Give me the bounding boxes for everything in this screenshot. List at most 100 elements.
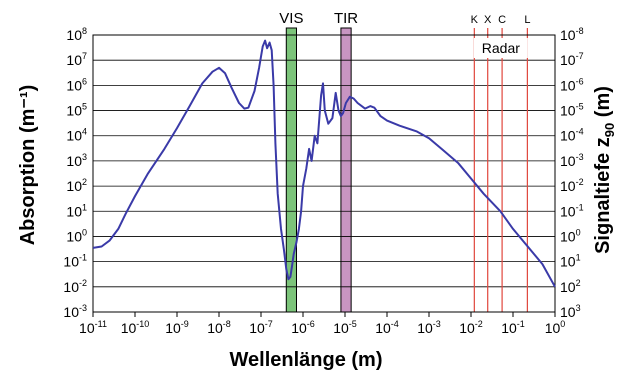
y-left-tick-label-base: 10 <box>66 77 82 93</box>
x-tick-label: 10-5 <box>333 319 357 336</box>
y-right-tick-label: 10-1 <box>560 202 584 219</box>
x-tick-label: 10-6 <box>291 319 315 336</box>
y-left-tick-label-exponent: 7 <box>82 51 87 61</box>
y-right-tick-label-base: 10 <box>560 128 576 144</box>
y-left-tick-label-base: 10 <box>66 128 82 144</box>
y-right-tick-label: 10-4 <box>560 127 584 144</box>
x-tick-label-base: 10 <box>545 320 561 336</box>
y-right-tick-label-exponent: 0 <box>576 227 581 237</box>
x-tick-label-base: 10 <box>417 320 433 336</box>
x-tick-label: 10-3 <box>417 319 441 336</box>
y-left-tick-label-exponent: 8 <box>82 26 87 36</box>
y-right-tick-label: 10-5 <box>560 102 584 119</box>
y-left-tick-label-exponent: 2 <box>82 177 87 187</box>
y-left-axis-title: Absorption (m⁻¹) <box>17 85 39 246</box>
y-left-tick-label-base: 10 <box>66 203 82 219</box>
radar-band-lines <box>473 28 528 312</box>
y-right-tick-label-base: 10 <box>560 77 576 93</box>
y-right-tick-label-base: 10 <box>560 27 576 43</box>
x-tick-label: 10-2 <box>459 319 483 336</box>
y-left-tick-label-exponent: -1 <box>79 253 87 263</box>
y-left-tick-label-base: 10 <box>63 279 79 295</box>
x-tick-label-exponent: -5 <box>349 319 357 329</box>
y-right-tick-label: 10-2 <box>560 177 584 194</box>
y-right-tick-label-base: 10 <box>560 254 576 270</box>
band-label-bg <box>329 7 364 27</box>
y-right-tick-label: 103 <box>560 303 581 320</box>
gridlines <box>93 34 555 313</box>
x-tick-label-base: 10 <box>249 320 265 336</box>
band-tir <box>340 27 352 313</box>
y-left-tick-label-base: 10 <box>66 27 82 43</box>
y-right-tick-label: 10-3 <box>560 152 584 169</box>
x-axis-title: Wellenlänge (m) <box>230 349 383 371</box>
radar-letter-l: L <box>524 14 530 26</box>
y-left-tick-label-base: 10 <box>63 304 79 320</box>
spectral-bands <box>285 27 352 313</box>
y-left-tick-label: 105 <box>66 102 87 119</box>
y-left-tick-label: 10-3 <box>63 303 87 320</box>
y-right-tick-label: 10-6 <box>560 76 584 93</box>
band-labels: VIS TIR K X C L Radar <box>274 7 530 58</box>
y-right-tick-label-base: 10 <box>560 103 576 119</box>
x-tick-label: 10-1 <box>501 319 525 336</box>
x-tick-label-exponent: -9 <box>181 319 189 329</box>
y-left-tick-label-exponent: -3 <box>79 303 87 313</box>
radar-letter-c: C <box>498 14 506 26</box>
y-left-tick-label: 106 <box>66 76 87 93</box>
y-left-tick-label: 107 <box>66 51 87 68</box>
y-right-tick-label-exponent: -1 <box>576 202 584 212</box>
y-left-tick-label: 10-2 <box>63 278 87 295</box>
y-right-tick-label: 100 <box>560 227 581 244</box>
x-tick-label-base: 10 <box>375 320 391 336</box>
x-tick-label-exponent: -3 <box>433 319 441 329</box>
x-tick-label-base: 10 <box>459 320 475 336</box>
y-left-tick-label: 103 <box>66 152 87 169</box>
y-right-tick-label-exponent: 1 <box>576 253 581 263</box>
y-left-tick-label: 102 <box>66 177 87 194</box>
y-right-tick-label: 10-8 <box>560 26 584 43</box>
y-right-tick-label-base: 10 <box>560 52 576 68</box>
x-tick-label: 10-9 <box>165 319 189 336</box>
y-right-axis-title: Signaltiefe z90 (m) <box>592 86 617 254</box>
y-right-tick-label: 10-7 <box>560 51 584 68</box>
y-left-tick-label-exponent: 5 <box>82 102 87 112</box>
radar-label-bg <box>473 38 528 58</box>
absorption-series <box>92 39 556 288</box>
x-tick-label-exponent: 0 <box>560 319 565 329</box>
y-left-tick-label: 101 <box>66 202 87 219</box>
radar-letter-x: X <box>484 14 492 26</box>
x-tick-label: 10-8 <box>207 319 231 336</box>
x-tick-label-exponent: -8 <box>223 319 231 329</box>
y-right-tick-label-exponent: -8 <box>576 26 584 36</box>
y-left-tick-label-base: 10 <box>66 52 82 68</box>
band-label-tir: TIR <box>334 10 358 27</box>
y-right-tick-label-exponent: -6 <box>576 76 584 86</box>
band-label-vis: VIS <box>279 10 303 27</box>
y-right-axis-title-unit: (m) <box>592 86 614 123</box>
y-right-axis-ticks: 10-810-710-610-510-410-310-210-110010110… <box>560 26 584 320</box>
plot-frame <box>92 34 556 313</box>
y-left-tick-label: 10-1 <box>63 253 87 270</box>
x-tick-label-exponent: -2 <box>475 319 483 329</box>
x-tick-label-base: 10 <box>501 320 517 336</box>
y-left-tick-label-exponent: -2 <box>79 278 87 288</box>
x-tick-label-exponent: -4 <box>391 319 399 329</box>
y-right-tick-label-base: 10 <box>560 228 576 244</box>
x-tick-label: 100 <box>545 319 566 336</box>
y-right-tick-label-base: 10 <box>560 153 576 169</box>
x-tick-label-exponent: -10 <box>136 319 149 329</box>
band-label-bg <box>274 7 309 27</box>
absorption-line <box>92 39 556 288</box>
y-right-tick-label-exponent: -7 <box>576 51 584 61</box>
y-right-tick-label-exponent: -5 <box>576 102 584 112</box>
radar-label: Radar <box>482 40 520 56</box>
x-tick-label-base: 10 <box>79 320 95 336</box>
y-right-tick-label-base: 10 <box>560 279 576 295</box>
x-axis-ticks: 10-11 10-10 10-9 10-8 10-7 10-6 10-5 10-4 10-3 10… <box>79 312 565 336</box>
y-right-tick-label-exponent: -4 <box>576 127 584 137</box>
x-tick-label-base: 10 <box>121 320 137 336</box>
x-tick-label-exponent: -7 <box>265 319 273 329</box>
y-right-axis-title-subscript: 90 <box>602 123 617 137</box>
